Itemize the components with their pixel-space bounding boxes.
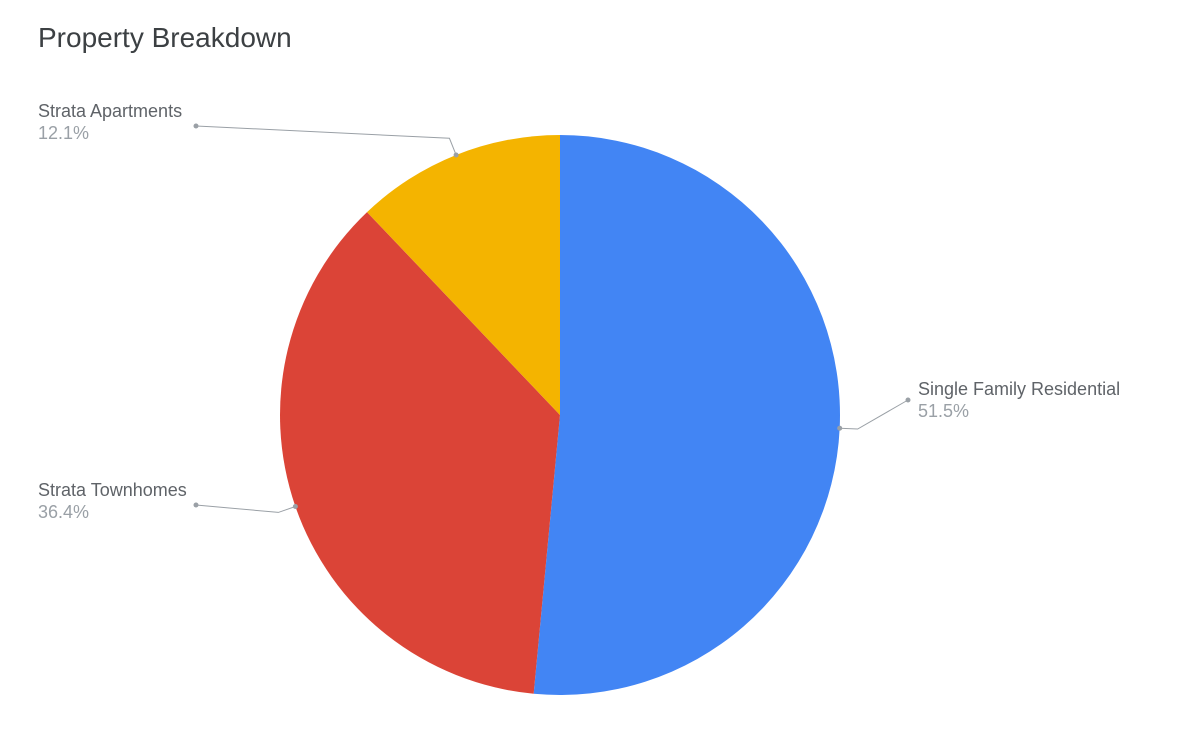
pie-chart: Single Family Residential51.5% Strata Tow… [0,0,1200,742]
leader-dot [906,398,911,403]
leader-dot [837,426,842,431]
pie-slice [534,135,840,695]
leader-dot [194,124,199,129]
leader-dot [194,503,199,508]
slice-label-name: Strata Apartments [38,101,182,121]
leader-line [840,400,908,429]
leader-dot [454,152,459,157]
slice-label-pct: 51.5% [918,401,969,421]
slice-label-pct: 36.4% [38,502,89,522]
leader-line [196,126,456,155]
leader-dot [293,504,298,509]
leader-line [196,505,295,512]
slice-label-name: Strata Townhomes [38,480,187,500]
slice-label-pct: 12.1% [38,123,89,143]
slice-label-name: Single Family Residential [918,379,1120,399]
